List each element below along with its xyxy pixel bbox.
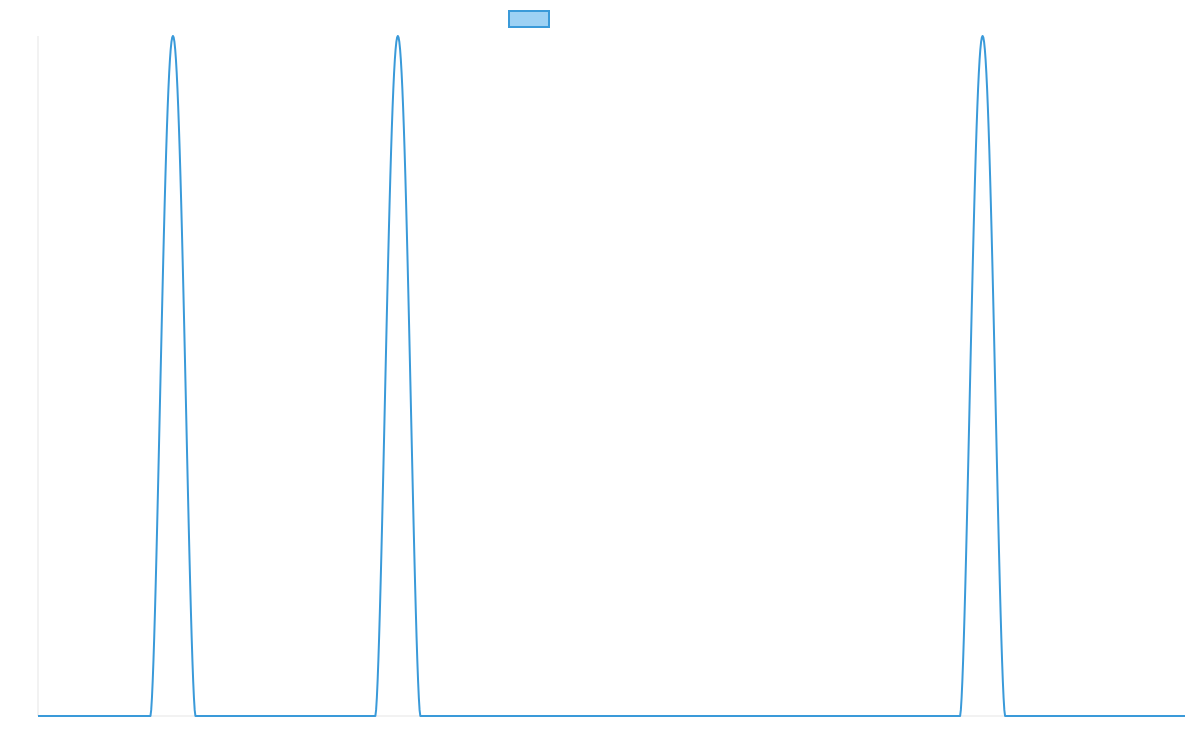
- plot-area: [35, 33, 1188, 719]
- data-point[interactable]: [417, 713, 423, 719]
- axes: [37, 36, 1185, 717]
- data-point[interactable]: [147, 713, 153, 719]
- data-point[interactable]: [406, 373, 412, 379]
- data-point[interactable]: [159, 373, 165, 379]
- series-line-0[interactable]: [38, 35, 1185, 717]
- data-point[interactable]: [1002, 713, 1008, 719]
- data-point[interactable]: [991, 373, 997, 379]
- data-point[interactable]: [957, 713, 963, 719]
- data-point[interactable]: [1182, 713, 1188, 719]
- data-point[interactable]: [181, 373, 187, 379]
- data-point[interactable]: [968, 373, 974, 379]
- data-point[interactable]: [35, 713, 41, 719]
- legend-swatch[interactable]: [508, 10, 550, 28]
- data-point[interactable]: [384, 373, 390, 379]
- data-point[interactable]: [170, 33, 176, 39]
- data-point[interactable]: [372, 713, 378, 719]
- data-point[interactable]: [980, 33, 986, 39]
- data-point[interactable]: [192, 713, 198, 719]
- data-point[interactable]: [395, 33, 401, 39]
